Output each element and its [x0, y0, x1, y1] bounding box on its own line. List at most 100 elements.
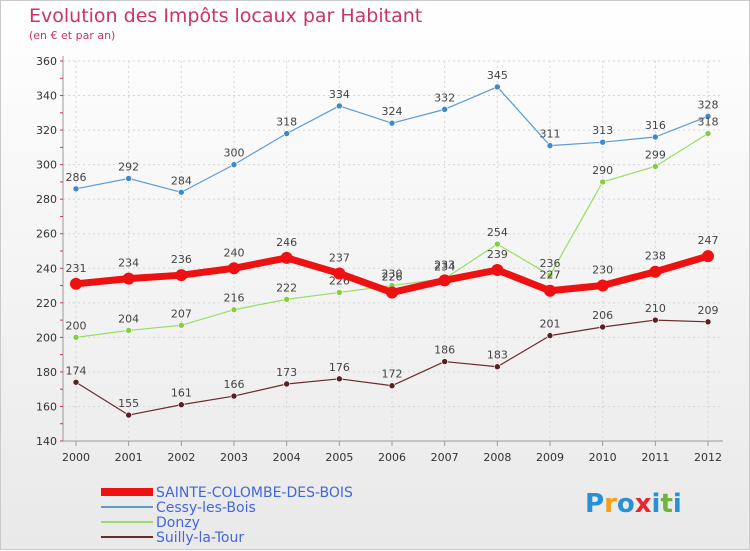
data-point [702, 250, 714, 263]
data-point [441, 106, 448, 113]
data-label: 230 [382, 268, 403, 281]
data-label: 246 [276, 236, 297, 249]
data-label: 176 [329, 361, 350, 374]
data-point [178, 188, 185, 196]
data-point [494, 363, 501, 371]
legend-label: SAINTE-COLOMBE-DES-BOIS [156, 485, 353, 501]
data-point [283, 130, 290, 137]
data-point [544, 284, 556, 297]
data-label: 311 [540, 128, 561, 141]
data-point [652, 163, 659, 170]
data-point [122, 272, 135, 285]
y-tick-label: 280 [36, 193, 57, 206]
data-point [230, 392, 238, 400]
data-label: 237 [329, 251, 350, 264]
data-point [494, 83, 501, 91]
data-label: 318 [698, 116, 719, 129]
data-label: 173 [276, 366, 297, 379]
data-label: 286 [66, 171, 87, 184]
data-label: 328 [698, 98, 719, 111]
data-label: 334 [329, 88, 350, 101]
data-point [652, 316, 659, 324]
y-tick-label: 180 [36, 366, 57, 379]
data-label: 209 [698, 304, 719, 317]
data-point [72, 185, 80, 193]
data-label: 226 [382, 270, 403, 283]
logo-letter: o [616, 489, 635, 519]
data-label: 247 [698, 234, 719, 247]
data-label: 222 [276, 281, 297, 294]
data-point [333, 267, 346, 280]
y-tick-label: 360 [36, 55, 57, 68]
data-point [441, 358, 448, 365]
x-tick-label: 2007 [431, 451, 459, 464]
data-label: 172 [382, 368, 403, 381]
y-tick-label: 140 [36, 435, 57, 448]
data-label: 207 [171, 307, 192, 320]
x-tick-label: 2006 [378, 451, 406, 464]
data-label: 161 [171, 387, 192, 400]
data-label: 201 [540, 318, 561, 331]
data-point [599, 323, 606, 331]
x-tick-label: 2010 [589, 451, 617, 464]
data-point [283, 296, 290, 303]
data-point [280, 251, 293, 264]
y-tick-label: 240 [36, 262, 57, 275]
data-point [388, 382, 396, 390]
legend-label: Donzy [156, 515, 200, 531]
data-label: 318 [276, 116, 297, 129]
data-label: 292 [118, 160, 139, 173]
x-tick-label: 2003 [220, 451, 248, 464]
x-tick-label: 2008 [483, 451, 511, 464]
data-label: 240 [224, 246, 245, 259]
data-point [494, 240, 501, 248]
data-point [178, 401, 185, 409]
data-point [596, 279, 609, 292]
data-label: 231 [66, 262, 87, 275]
data-point [336, 375, 343, 383]
chart-subtitle: (en € et par an) [29, 29, 116, 42]
data-point [386, 286, 398, 299]
y-tick-label: 220 [36, 297, 57, 310]
data-point [336, 102, 343, 110]
data-label: 345 [487, 69, 508, 82]
logo-letter: i [672, 489, 682, 519]
data-label: 284 [171, 174, 192, 187]
data-point [70, 277, 82, 290]
data-label: 236 [171, 253, 192, 266]
y-tick-label: 320 [36, 124, 57, 137]
data-label: 230 [592, 264, 613, 277]
data-point [704, 112, 712, 120]
data-label: 300 [224, 147, 245, 160]
data-label: 234 [434, 261, 455, 274]
data-label: 183 [487, 349, 508, 362]
data-label: 332 [434, 91, 455, 104]
data-label: 236 [540, 257, 561, 270]
x-tick-label: 2011 [641, 451, 669, 464]
data-label: 155 [118, 397, 139, 410]
data-point [704, 318, 712, 326]
data-label: 204 [118, 312, 139, 325]
data-point [125, 175, 132, 182]
data-point [72, 378, 80, 386]
data-label: 313 [592, 124, 613, 137]
data-point [178, 321, 185, 329]
logo-letter: P [585, 489, 605, 519]
y-tick-label: 260 [36, 228, 57, 241]
x-tick-label: 2004 [273, 451, 301, 464]
data-label: 239 [487, 248, 508, 261]
x-tick-label: 2005 [325, 451, 353, 464]
data-label: 316 [645, 119, 666, 132]
data-label: 234 [118, 257, 139, 270]
data-point [228, 262, 240, 275]
data-label: 254 [487, 226, 508, 239]
data-label: 238 [645, 250, 666, 263]
x-tick-label: 2009 [536, 451, 564, 464]
logo-letter: t [660, 489, 673, 519]
data-point [546, 142, 554, 149]
data-point [546, 332, 554, 339]
data-label: 299 [645, 148, 666, 161]
chart-title: Evolution des Impôts locaux par Habitant [29, 5, 423, 27]
x-tick-label: 2001 [115, 451, 143, 464]
